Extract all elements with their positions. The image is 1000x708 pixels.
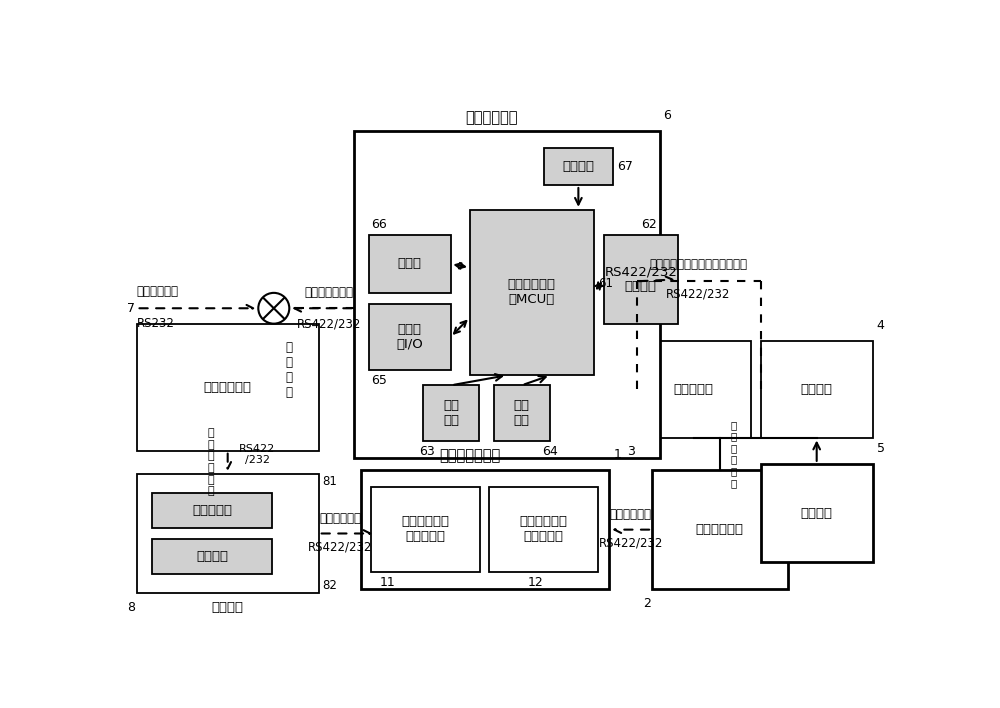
- Text: 存储器: 存储器: [398, 258, 422, 270]
- Text: 67: 67: [617, 160, 633, 173]
- Text: 数字运算单元
（MCU）: 数字运算单元 （MCU）: [508, 278, 556, 307]
- Text: 时钟单元: 时钟单元: [562, 160, 594, 173]
- Bar: [494, 385, 550, 440]
- Text: 飞行器姿态动
力学仿真机: 飞行器姿态动 力学仿真机: [402, 515, 450, 543]
- Text: 指
令
力
矩
信
号: 指 令 力 矩 信 号: [207, 428, 214, 496]
- Text: RS422/232
通信单元: RS422/232 通信单元: [604, 266, 677, 293]
- Bar: [152, 493, 272, 527]
- Text: 滤波后姿态信息: 滤波后姿态信息: [305, 286, 354, 299]
- Bar: [369, 235, 450, 293]
- Bar: [137, 324, 319, 451]
- Bar: [354, 131, 660, 458]
- Text: 1: 1: [613, 448, 621, 461]
- Text: 输出力矩信号: 输出力矩信号: [319, 512, 361, 525]
- Text: 2: 2: [643, 597, 651, 610]
- Bar: [652, 470, 788, 589]
- Bar: [489, 487, 598, 571]
- Text: 解算姿态信息: 解算姿态信息: [610, 508, 652, 521]
- Bar: [761, 341, 873, 438]
- Text: 三轴陀螺仪: 三轴陀螺仪: [674, 383, 714, 396]
- Text: 11: 11: [379, 576, 395, 589]
- Bar: [470, 210, 594, 375]
- Text: 三轴速率转台: 三轴速率转台: [696, 523, 744, 536]
- Text: 扩展备
用I/O: 扩展备 用I/O: [396, 323, 423, 351]
- Text: 7: 7: [127, 302, 135, 315]
- Text: 81: 81: [323, 475, 338, 488]
- Text: 82: 82: [323, 579, 338, 592]
- Text: 63: 63: [420, 445, 435, 458]
- Text: 期望姿态信号: 期望姿态信号: [137, 285, 179, 298]
- Bar: [544, 148, 613, 185]
- Text: 8: 8: [127, 600, 135, 614]
- Text: 12: 12: [528, 576, 544, 589]
- Text: 实时仿真目标机: 实时仿真目标机: [439, 449, 501, 464]
- Bar: [371, 487, 480, 571]
- Text: RS422
/232: RS422 /232: [239, 444, 276, 465]
- Bar: [761, 464, 873, 562]
- Text: 磁力矩器: 磁力矩器: [196, 550, 228, 563]
- Text: 电源
单元: 电源 单元: [443, 399, 459, 427]
- Text: 3: 3: [627, 445, 635, 458]
- Text: 真
实
姿
态
信
息: 真 实 姿 态 信 息: [731, 420, 737, 488]
- Text: 姿态确定模块: 姿态确定模块: [465, 110, 517, 125]
- Text: 姿态控制模块: 姿态控制模块: [204, 381, 252, 394]
- Text: RS422/232: RS422/232: [297, 317, 361, 330]
- Text: RS422/232: RS422/232: [666, 287, 731, 300]
- Text: 星仿真器: 星仿真器: [801, 507, 833, 520]
- Text: 5: 5: [877, 442, 885, 455]
- Bar: [637, 341, 751, 438]
- Text: 66: 66: [371, 218, 386, 231]
- Text: 执行机构: 执行机构: [212, 600, 244, 614]
- Text: 复位
单元: 复位 单元: [514, 399, 530, 427]
- Text: RS422/232: RS422/232: [598, 537, 663, 550]
- Text: 65: 65: [371, 374, 387, 387]
- Text: 反作用飞轮: 反作用飞轮: [192, 504, 232, 517]
- Text: 62: 62: [641, 218, 657, 231]
- Text: 星敏感器: 星敏感器: [801, 383, 833, 396]
- Text: RS232: RS232: [137, 317, 175, 330]
- Text: 飞行器姿态运
动学仿真机: 飞行器姿态运 动学仿真机: [520, 515, 568, 543]
- Bar: [152, 539, 272, 574]
- Bar: [361, 470, 609, 589]
- Text: 64: 64: [542, 445, 558, 458]
- Text: 4: 4: [877, 319, 885, 333]
- Text: 61: 61: [598, 277, 613, 290]
- Bar: [137, 474, 319, 593]
- Bar: [423, 385, 479, 440]
- Text: 偏
差
信
号: 偏 差 信 号: [285, 341, 292, 399]
- Text: RS422/232: RS422/232: [308, 541, 372, 554]
- Bar: [369, 304, 450, 370]
- Text: 6: 6: [664, 109, 672, 122]
- Bar: [604, 235, 678, 324]
- Text: 陀螺仪与星敏感器实测姿态信息: 陀螺仪与星敏感器实测姿态信息: [650, 258, 748, 271]
